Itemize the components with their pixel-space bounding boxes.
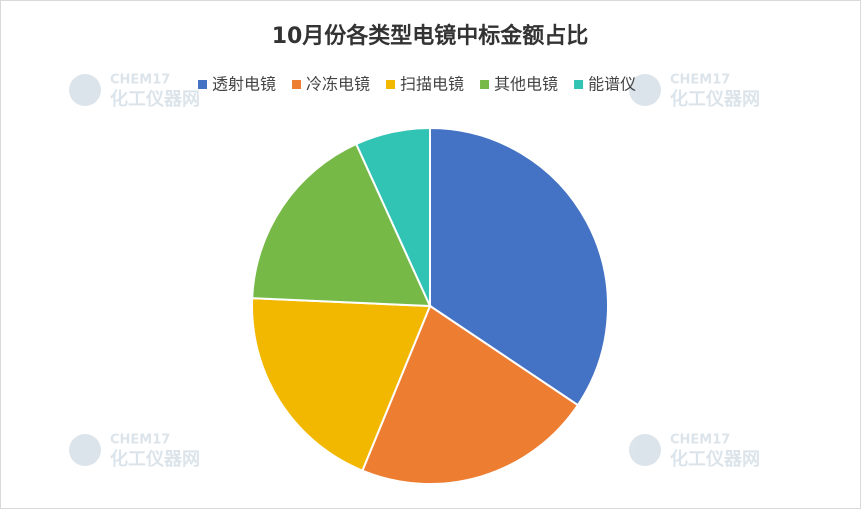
legend-label: 透射电镜	[212, 75, 276, 94]
pie-slice	[354, 126, 431, 307]
watermark-name: 化工仪器网	[110, 88, 200, 110]
chart-title: 10月份各类型电镜中标金额占比	[272, 23, 589, 49]
watermark-brand: CHEM17	[670, 73, 730, 88]
legend-label: 扫描电镜	[400, 75, 464, 94]
watermark-brand: CHEM17	[670, 433, 730, 448]
watermark-logo	[69, 434, 101, 466]
legend: 透射电镜 冷冻电镜 扫描电镜 其他电镜 能谱仪	[198, 75, 636, 94]
legend-label: 其他电镜	[494, 75, 558, 94]
legend-label: 能谱仪	[588, 75, 636, 94]
legend-swatch	[292, 80, 302, 89]
watermark-name: 化工仪器网	[110, 448, 200, 470]
pie	[251, 126, 609, 485]
legend-swatch	[480, 80, 490, 89]
legend-swatch	[386, 80, 396, 89]
watermark-name: 化工仪器网	[670, 88, 760, 110]
watermark-logo	[69, 74, 101, 106]
watermark-logo	[629, 74, 661, 106]
legend-label: 冷冻电镜	[306, 75, 370, 94]
watermark-brand: CHEM17	[110, 433, 170, 448]
legend-swatch	[574, 80, 584, 89]
pie-slice	[361, 304, 580, 485]
watermark-brand: CHEM17	[110, 73, 170, 88]
legend-swatch	[198, 80, 207, 89]
pie-slice	[429, 126, 609, 407]
watermark-logo	[629, 434, 661, 466]
watermark-name: 化工仪器网	[670, 448, 760, 470]
pie-slice	[251, 142, 432, 308]
pie-slice	[251, 297, 432, 472]
